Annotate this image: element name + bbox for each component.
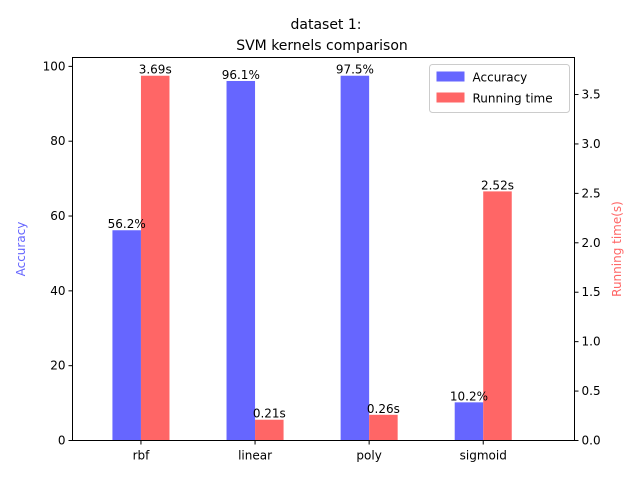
bar-accuracy-sigmoid: [454, 402, 484, 441]
bar-running-time-poly: [369, 414, 398, 441]
x-tick-label-sigmoid: sigmoid: [460, 449, 507, 463]
y-axis-left-label: Accuracy: [14, 222, 28, 277]
y-left-tick-label: 0: [58, 434, 66, 448]
x-axis: rbf linear poly sigmoid: [133, 440, 507, 463]
legend: Accuracy Running time: [429, 64, 570, 113]
y-right-tick-label: 0.5: [582, 384, 601, 398]
y-right-tick-label: 2.0: [582, 236, 601, 250]
y-right-tick-label: 1.0: [582, 335, 601, 349]
bar-accuracy-poly: [340, 75, 370, 441]
y-right-tick-label: 1.5: [582, 285, 601, 299]
y-right-tick-label: 0.0: [582, 434, 601, 448]
x-tick-label-rbf: rbf: [133, 449, 151, 463]
bar-running-time-linear: [255, 419, 284, 441]
chart-title-line2: SVM kernels comparison: [236, 38, 408, 54]
bar-group: [112, 75, 512, 441]
bar-label-running-time-poly: 0.26s: [367, 402, 400, 416]
bar-label-accuracy-linear: 96.1%: [222, 68, 260, 82]
bar-running-time-sigmoid: [483, 191, 512, 441]
bar-label-running-time-sigmoid: 2.52s: [481, 178, 514, 192]
x-tick-label-linear: linear: [238, 449, 272, 463]
y-right-tick-label: 3.5: [582, 88, 601, 102]
y-right-tick-label: 3.0: [582, 137, 601, 151]
y-axis-right: 0.0 0.5 1.0 1.5 2.0 2.5 3.0 3.5: [574, 88, 601, 448]
y-axis-right-label: Running time(s): [610, 201, 624, 297]
bar-label-accuracy-sigmoid: 10.2%: [450, 389, 488, 403]
y-left-tick-label: 40: [50, 284, 65, 298]
bar-label-accuracy-poly: 97.5%: [336, 63, 374, 77]
chart-title-line1: dataset 1:: [290, 17, 361, 33]
bar-label-accuracy-rbf: 56.2%: [108, 217, 146, 231]
plot-frame: [72, 57, 575, 441]
chart-title: dataset 1: SVM kernels comparison: [236, 17, 408, 54]
y-right-tick-label: 2.5: [582, 186, 601, 200]
legend-swatch-accuracy: [436, 71, 465, 82]
bar-label-running-time-linear: 0.21s: [253, 407, 286, 421]
y-left-tick-label: 20: [50, 359, 65, 373]
bar-label-running-time-rbf: 3.69s: [139, 63, 172, 77]
bar-accuracy-linear: [226, 80, 256, 441]
y-left-tick-label: 100: [43, 59, 66, 73]
y-axis-left: 0 20 40 60 80 100: [43, 59, 73, 448]
bar-running-time-rbf: [140, 75, 170, 441]
legend-label-running-time: Running time: [473, 92, 553, 106]
legend-swatch-running-time: [436, 92, 465, 103]
bar-accuracy-rbf: [112, 230, 141, 441]
x-tick-label-poly: poly: [356, 449, 381, 463]
y-left-tick-label: 60: [50, 209, 65, 223]
bar-label-group: 56.2% 3.69s 96.1% 0.21s 97.5% 0.26s 10.2% 2.52s: [108, 63, 514, 421]
legend-label-accuracy: Accuracy: [473, 71, 528, 85]
y-left-tick-label: 80: [50, 134, 65, 148]
